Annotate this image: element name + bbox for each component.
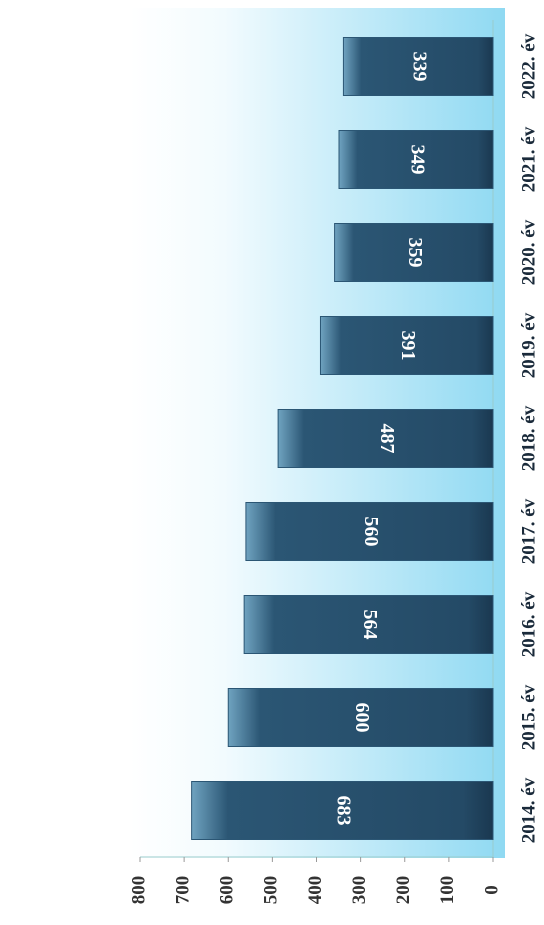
data-label: 600 bbox=[351, 703, 373, 733]
y-tick-label: 0 bbox=[481, 885, 502, 895]
bar bbox=[319, 316, 494, 375]
bar bbox=[338, 130, 494, 189]
x-tick-label: 2019. év bbox=[518, 312, 539, 378]
data-label: 359 bbox=[404, 238, 426, 268]
bar bbox=[227, 688, 494, 747]
bar bbox=[191, 781, 494, 840]
bar bbox=[243, 595, 494, 654]
data-label: 564 bbox=[359, 610, 381, 640]
bar bbox=[277, 409, 494, 468]
data-label: 339 bbox=[409, 52, 431, 82]
data-label: 391 bbox=[397, 331, 419, 361]
data-label: 487 bbox=[376, 424, 398, 454]
x-tick-label: 2021. év bbox=[518, 126, 539, 192]
y-tick-label: 500 bbox=[261, 876, 282, 905]
x-tick-label: 2020. év bbox=[518, 219, 539, 285]
x-tick-label: 2015. év bbox=[518, 684, 539, 750]
data-label: 560 bbox=[360, 517, 382, 547]
data-label: 683 bbox=[333, 796, 355, 826]
y-tick-label: 200 bbox=[393, 876, 414, 905]
bar bbox=[342, 37, 494, 96]
rotated-chart: 0 100 200 300 400 500 600 700 800 2014. év 683 2015… bbox=[128, 20, 539, 904]
y-tick-label: 300 bbox=[349, 876, 370, 905]
x-tick-label: 2016. év bbox=[518, 591, 539, 657]
bar bbox=[245, 502, 494, 561]
y-tick-label: 800 bbox=[128, 876, 149, 905]
y-tick-label: 100 bbox=[437, 876, 458, 905]
data-label: 349 bbox=[406, 145, 428, 175]
x-tick-label: 2014. év bbox=[518, 777, 539, 843]
y-tick-label: 700 bbox=[172, 876, 193, 905]
bar bbox=[334, 223, 494, 282]
y-tick-label: 600 bbox=[217, 876, 238, 905]
x-tick-label: 2022. év bbox=[518, 33, 539, 99]
x-tick-label: 2018. év bbox=[518, 405, 539, 471]
y-tick-label: 400 bbox=[305, 876, 326, 905]
x-tick-label: 2017. év bbox=[518, 498, 539, 564]
